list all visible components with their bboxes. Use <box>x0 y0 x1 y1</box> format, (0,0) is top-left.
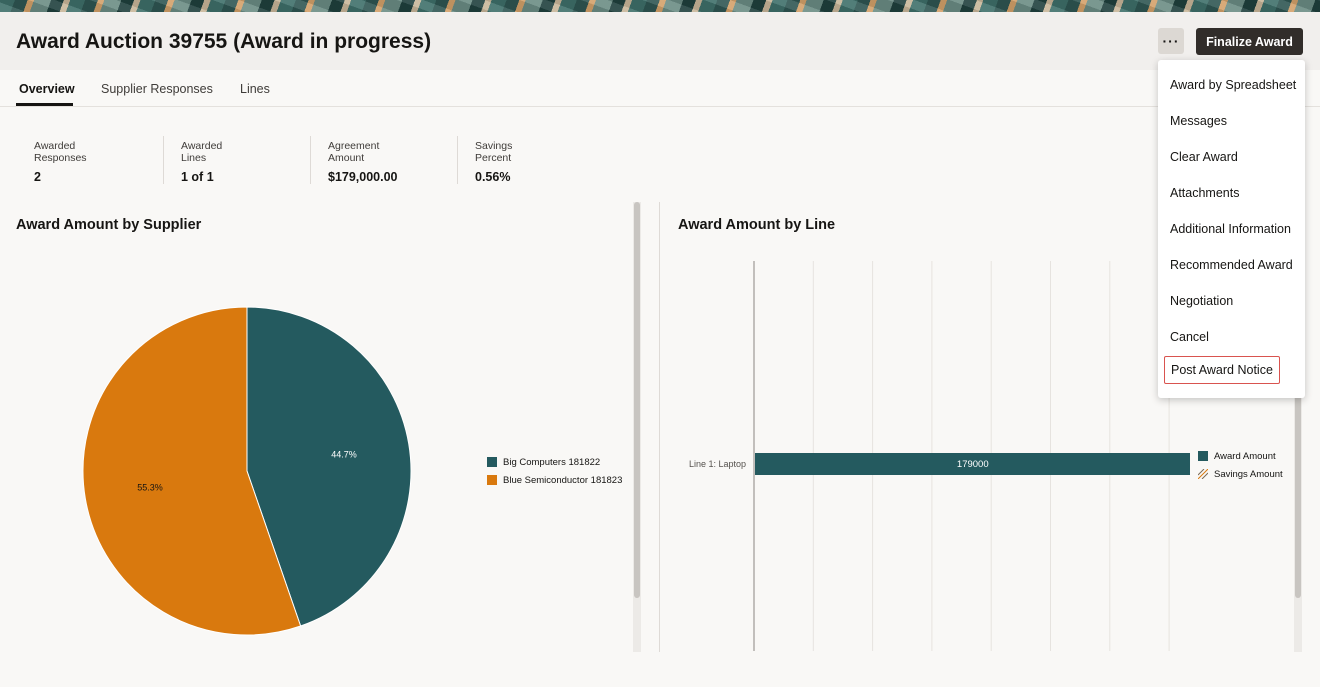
tab-overview[interactable]: Overview <box>19 82 75 96</box>
menu-item-negotiation[interactable]: Negotiation <box>1170 294 1234 308</box>
line-bar-chart: 179000 Line 1: Laptop <box>689 261 1190 651</box>
legend-swatch <box>487 457 497 467</box>
left-panel-scrollbar[interactable] <box>633 202 641 652</box>
metric-label: Agreement Amount <box>328 140 380 164</box>
menu-item-attachments[interactable]: Attachments <box>1170 186 1240 200</box>
bar-award-amount[interactable] <box>755 453 1190 475</box>
metric-divider <box>163 136 164 184</box>
line-chart-title: Award Amount by Line <box>678 217 836 233</box>
metric-value: $179,000.00 <box>328 170 398 184</box>
legend-label: Big Computers 181822 <box>503 456 601 468</box>
menu-item-award-by-spreadsheet[interactable]: Award by Spreadsheet <box>1170 78 1297 92</box>
menu-item-additional-information[interactable]: Additional Information <box>1170 222 1291 236</box>
legend-swatch <box>487 475 497 485</box>
pie-slice[interactable] <box>82 306 302 636</box>
legend-item-blue-semiconductor[interactable]: Blue Semiconductor 181823 <box>487 471 622 489</box>
pie-slice[interactable] <box>246 306 412 627</box>
more-actions-button[interactable]: ··· <box>1158 28 1184 54</box>
header-banner <box>0 0 1320 12</box>
metric-divider <box>457 136 458 184</box>
scrollbar-thumb[interactable] <box>634 202 640 598</box>
menu-item-recommended-award[interactable]: Recommended Award <box>1170 258 1293 272</box>
metric-savings-percent: Savings Percent 0.56% <box>475 136 512 184</box>
supplier-chart-title: Award Amount by Supplier <box>16 217 202 233</box>
bar-value-label: 179000 <box>957 459 989 470</box>
menu-item-post-award-notice[interactable]: Post Award Notice <box>1164 356 1280 384</box>
category-label: Line 1: Laptop <box>689 459 746 469</box>
tab-lines[interactable]: Lines <box>240 82 270 96</box>
tab-supplier-responses[interactable]: Supplier Responses <box>101 82 213 96</box>
menu-item-clear-award[interactable]: Clear Award <box>1170 150 1238 164</box>
menu-item-cancel[interactable]: Cancel <box>1170 330 1209 344</box>
legend-swatch <box>1198 451 1208 461</box>
legend-item-big-computers[interactable]: Big Computers 181822 <box>487 453 622 471</box>
metric-label: Savings Percent <box>475 140 513 164</box>
metric-awarded-lines: Awarded Lines 1 of 1 <box>181 136 222 184</box>
legend-item-award-amount[interactable]: Award Amount <box>1198 447 1283 465</box>
metric-label: Awarded Responses <box>34 140 87 164</box>
panel-divider <box>659 202 660 652</box>
scrollbar-thumb[interactable] <box>1295 202 1301 598</box>
legend-label: Blue Semiconductor 181823 <box>503 474 623 486</box>
metric-divider <box>310 136 311 184</box>
pie-slice-label: 55.3% <box>137 482 163 492</box>
metric-label: Awarded Lines <box>181 140 223 164</box>
line-chart-legend: Award Amount Savings Amount <box>1198 447 1283 483</box>
page-title: Award Auction 39755 (Award in progress) <box>16 30 432 53</box>
finalize-award-button[interactable]: Finalize Award <box>1196 28 1303 55</box>
pie-slice-label: 44.7% <box>331 450 357 460</box>
page-header: Award Auction 39755 (Award in progress) … <box>0 12 1320 70</box>
metric-value: 1 of 1 <box>181 170 214 184</box>
right-panel-scrollbar[interactable] <box>1294 202 1302 652</box>
legend-item-savings-amount[interactable]: Savings Amount <box>1198 465 1283 483</box>
actions-menu: Award by Spreadsheet Messages Clear Awar… <box>1158 60 1305 398</box>
metric-awarded-responses: Awarded Responses 2 <box>34 136 87 184</box>
metric-agreement-amount: Agreement Amount $179,000.00 <box>328 136 398 184</box>
metric-value: 0.56% <box>475 170 511 184</box>
supplier-pie-chart: 44.7% 55.3% <box>82 306 412 636</box>
metric-value: 2 <box>34 170 41 184</box>
menu-item-messages[interactable]: Messages <box>1170 114 1227 128</box>
legend-swatch-hatched <box>1198 469 1208 479</box>
tab-bar: Overview Supplier Responses Lines <box>0 70 1320 107</box>
legend-label: Award Amount <box>1214 450 1276 462</box>
supplier-chart-legend: Big Computers 181822 Blue Semiconductor … <box>487 453 622 489</box>
legend-label: Savings Amount <box>1214 468 1283 480</box>
active-tab-indicator <box>16 103 73 106</box>
